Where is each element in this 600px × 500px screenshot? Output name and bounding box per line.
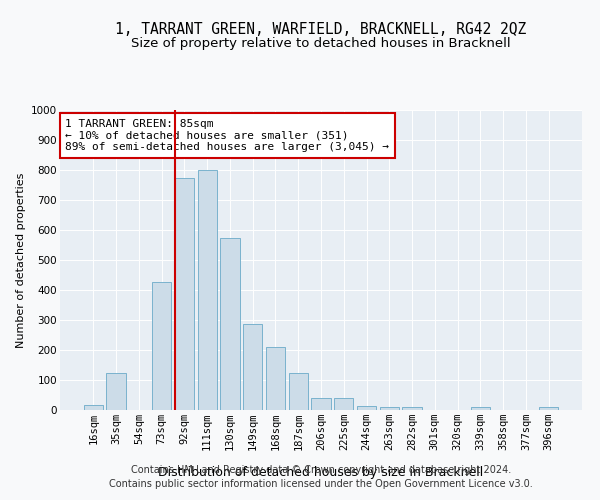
Bar [289,374,308,410]
Bar [334,398,353,410]
Bar [311,398,331,410]
Bar [106,372,126,410]
Text: Contains HM Land Registry data © Crown copyright and database right 2024.
Contai: Contains HM Land Registry data © Crown c… [109,465,533,489]
Bar [539,407,558,410]
Bar [470,407,490,410]
Bar [197,170,217,410]
Text: Size of property relative to detached houses in Bracknell: Size of property relative to detached ho… [131,38,511,51]
Bar [357,406,376,410]
Bar [152,282,172,410]
Y-axis label: Number of detached properties: Number of detached properties [16,172,26,348]
Bar [403,407,422,410]
Bar [220,238,239,410]
Bar [84,404,103,410]
Bar [380,407,399,410]
Text: 1 TARRANT GREEN: 85sqm
← 10% of detached houses are smaller (351)
89% of semi-de: 1 TARRANT GREEN: 85sqm ← 10% of detached… [65,119,389,152]
Text: Distribution of detached houses by size in Bracknell: Distribution of detached houses by size … [158,466,484,479]
Bar [175,178,194,410]
Bar [243,324,262,410]
Text: 1, TARRANT GREEN, WARFIELD, BRACKNELL, RG42 2QZ: 1, TARRANT GREEN, WARFIELD, BRACKNELL, R… [115,22,527,38]
Bar [266,347,285,410]
